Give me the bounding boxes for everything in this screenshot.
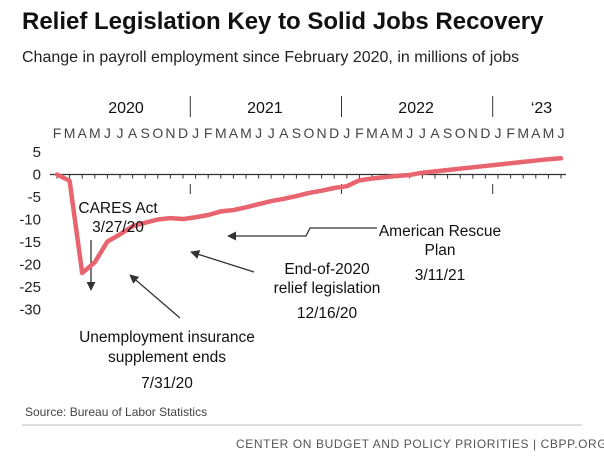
annotation-text: 3/11/21 [415, 267, 466, 284]
month-label: F [204, 125, 213, 141]
annotation-text: relief legislation [274, 280, 381, 297]
y-tick-label: -30 [19, 302, 41, 319]
series-line-group [54, 156, 564, 276]
month-label: J [117, 125, 124, 141]
annotation-arrow [129, 274, 181, 319]
month-label: S [292, 125, 301, 141]
month-label: J [495, 125, 502, 141]
chart-title: Relief Legislation Key to Solid Jobs Rec… [22, 8, 544, 35]
month-label: M [366, 125, 378, 141]
year-label: 2022 [398, 100, 434, 117]
annotation-text: CARES Act [78, 200, 158, 217]
year-dividers [189, 96, 494, 194]
year-label: 2020 [108, 100, 144, 117]
credit-line: CENTER ON BUDGET AND POLICY PRIORITIES |… [236, 437, 604, 451]
month-label: J [419, 125, 426, 141]
month-label: A [531, 125, 541, 141]
annotation-arrows [86, 227, 377, 319]
month-label: F [355, 125, 364, 141]
annotation-text: American Rescue [379, 223, 501, 240]
month-label: A [229, 125, 239, 141]
axes [50, 173, 566, 179]
month-label: D [178, 125, 188, 141]
year-label: 2021 [247, 100, 283, 117]
annotation-text: 7/31/20 [141, 375, 193, 392]
month-label: M [517, 125, 529, 141]
y-tick-label: -25 [19, 279, 41, 296]
month-label: S [141, 125, 150, 141]
month-label: A [128, 125, 138, 141]
month-label: A [78, 125, 88, 141]
month-label: N [468, 125, 478, 141]
annotation-text: Plan [424, 242, 455, 259]
month-label: O [455, 125, 466, 141]
annotations: CARES Act 3/27/20 Unemployment insurance su… [78, 200, 501, 392]
y-tick-label: 5 [33, 144, 41, 161]
month-label: O [304, 125, 315, 141]
annotation-text: End-of-2020 [284, 261, 370, 278]
month-label: F [53, 125, 62, 141]
annotation-text: Unemployment insurance [79, 329, 255, 346]
annotation-text: supplement ends [108, 349, 226, 366]
month-label: A [430, 125, 440, 141]
month-label: A [279, 125, 289, 141]
y-tick-label: -5 [28, 189, 41, 206]
month-label: A [380, 125, 390, 141]
month-label: J [558, 125, 565, 141]
month-label: J [268, 125, 275, 141]
annotation-arrow [227, 227, 377, 241]
month-label: J [343, 125, 350, 141]
y-tick-label: -20 [19, 257, 41, 274]
annotation-text: 3/27/20 [92, 219, 144, 236]
annotation-text: 12/16/20 [297, 305, 358, 322]
month-label: O [152, 125, 163, 141]
month-label: J [104, 125, 111, 141]
y-tick-label: -15 [19, 234, 41, 251]
month-label: J [255, 125, 262, 141]
y-tick-label: -10 [19, 212, 41, 229]
chart-subtitle: Change in payroll employment since Febru… [22, 49, 520, 66]
month-label: D [329, 125, 339, 141]
month-label: M [215, 125, 227, 141]
month-label: N [317, 125, 327, 141]
month-label: M [543, 125, 555, 141]
month-label: M [391, 125, 403, 141]
annotation-arrow [190, 250, 255, 273]
year-labels: 2020 2021 2022 ‘23 [108, 100, 552, 117]
month-label: J [406, 125, 413, 141]
month-label: M [89, 125, 101, 141]
month-label: J [192, 125, 199, 141]
series-line [54, 156, 564, 276]
source-note: Source: Bureau of Labor Statistics [25, 405, 208, 419]
month-label: N [165, 125, 175, 141]
y-tick-label: 0 [33, 167, 41, 184]
year-label: ‘23 [531, 100, 552, 117]
month-label: S [443, 125, 452, 141]
y-tick-labels: 5 0 -5 -10 -15 -20 -25 -30 [19, 144, 41, 319]
month-label: F [506, 125, 515, 141]
month-label: M [64, 125, 76, 141]
month-label: M [240, 125, 252, 141]
month-label: D [480, 125, 490, 141]
